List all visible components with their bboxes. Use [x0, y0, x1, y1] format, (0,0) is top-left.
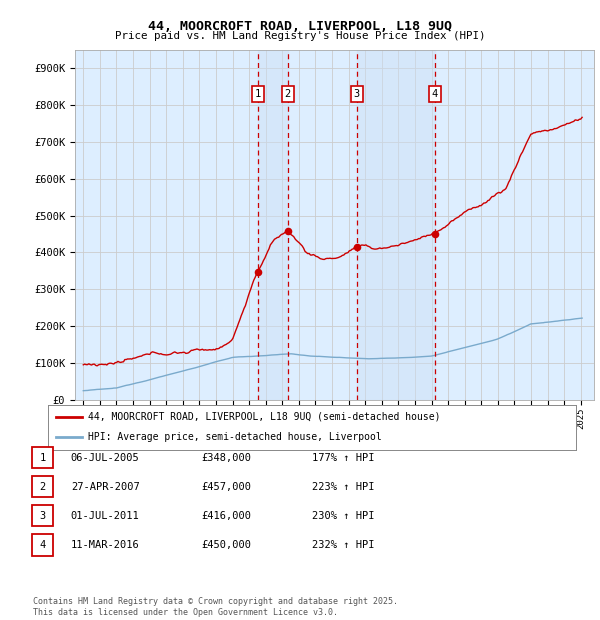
Text: 2: 2: [284, 89, 290, 99]
Text: Price paid vs. HM Land Registry's House Price Index (HPI): Price paid vs. HM Land Registry's House …: [115, 31, 485, 41]
Point: [253, 267, 262, 277]
Text: 2: 2: [40, 482, 46, 492]
Text: 1: 1: [40, 453, 46, 463]
Text: 3: 3: [40, 511, 46, 521]
Text: £457,000: £457,000: [201, 482, 251, 492]
Text: £348,000: £348,000: [201, 453, 251, 463]
Bar: [257, 50, 287, 400]
Text: 223% ↑ HPI: 223% ↑ HPI: [312, 482, 374, 492]
Text: 3: 3: [354, 89, 360, 99]
Text: 232% ↑ HPI: 232% ↑ HPI: [312, 540, 374, 550]
Text: 4: 4: [40, 540, 46, 550]
Text: 44, MOORCROFT ROAD, LIVERPOOL, L18 9UQ (semi-detached house): 44, MOORCROFT ROAD, LIVERPOOL, L18 9UQ (…: [88, 412, 440, 422]
Text: 230% ↑ HPI: 230% ↑ HPI: [312, 511, 374, 521]
Text: HPI: Average price, semi-detached house, Liverpool: HPI: Average price, semi-detached house,…: [88, 432, 382, 443]
Text: 4: 4: [431, 89, 438, 99]
Text: 177% ↑ HPI: 177% ↑ HPI: [312, 453, 374, 463]
Text: Contains HM Land Registry data © Crown copyright and database right 2025.
This d: Contains HM Land Registry data © Crown c…: [33, 598, 398, 617]
Text: 27-APR-2007: 27-APR-2007: [71, 482, 140, 492]
Text: 1: 1: [254, 89, 260, 99]
Text: 11-MAR-2016: 11-MAR-2016: [71, 540, 140, 550]
Point: [283, 226, 292, 236]
Text: £450,000: £450,000: [201, 540, 251, 550]
Text: 44, MOORCROFT ROAD, LIVERPOOL, L18 9UQ: 44, MOORCROFT ROAD, LIVERPOOL, L18 9UQ: [148, 20, 452, 33]
Text: 01-JUL-2011: 01-JUL-2011: [71, 511, 140, 521]
Bar: [357, 50, 434, 400]
Text: 06-JUL-2005: 06-JUL-2005: [71, 453, 140, 463]
Point: [352, 242, 362, 252]
Text: £416,000: £416,000: [201, 511, 251, 521]
Point: [430, 229, 439, 239]
